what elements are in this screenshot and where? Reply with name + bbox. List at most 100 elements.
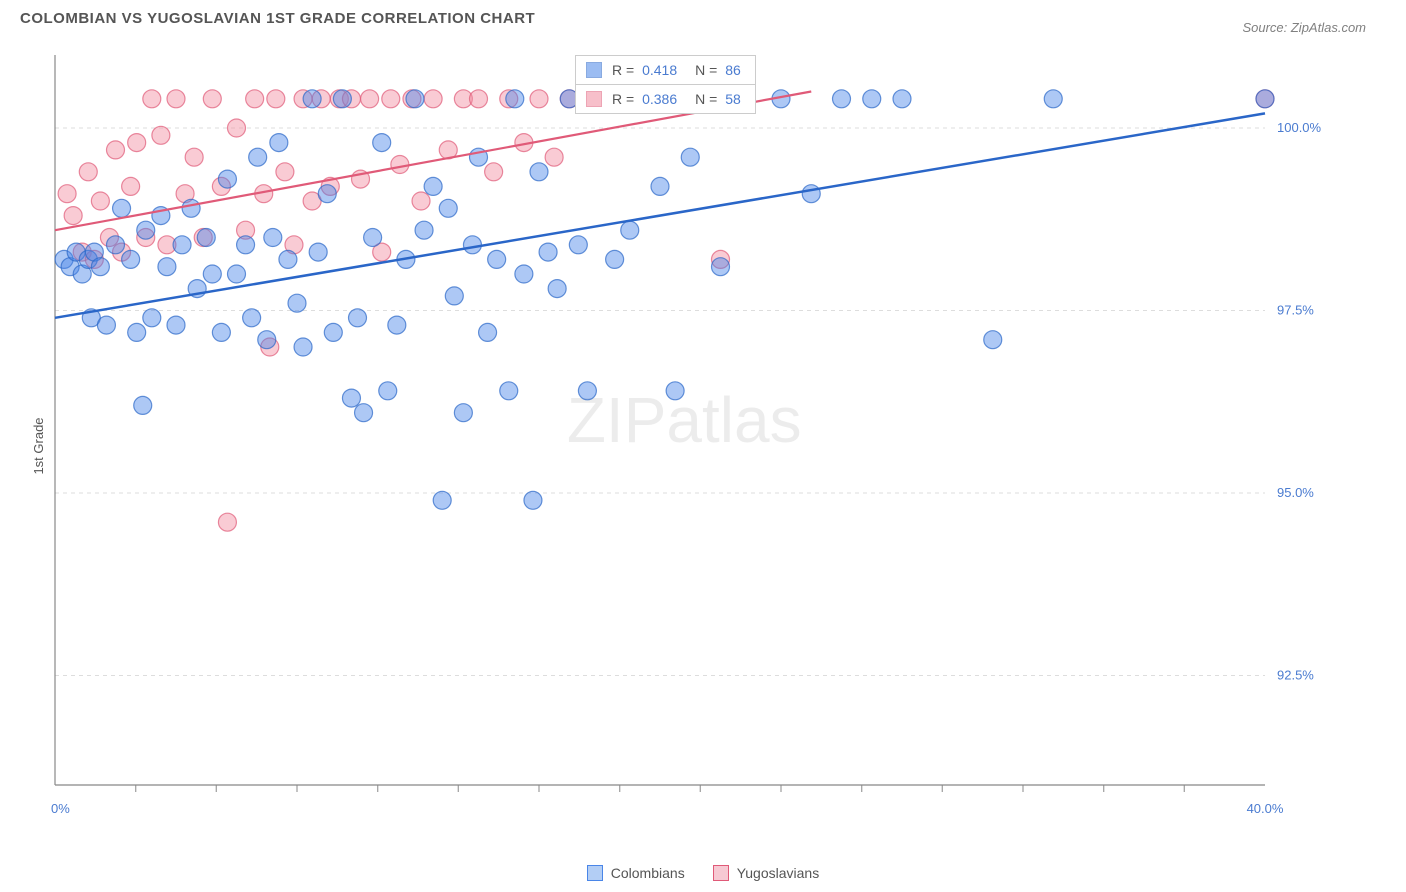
y-tick-label: 100.0% (1277, 120, 1322, 135)
stats-r-label: R = (612, 62, 638, 78)
trend-line (55, 113, 1265, 317)
scatter-point (228, 119, 246, 137)
scatter-point (433, 491, 451, 509)
scatter-point (294, 338, 312, 356)
scatter-point (1044, 90, 1062, 108)
scatter-point (91, 192, 109, 210)
scatter-point (666, 382, 684, 400)
scatter-point (606, 250, 624, 268)
scatter-point (203, 265, 221, 283)
scatter-point (218, 513, 236, 531)
scatter-point (1256, 90, 1274, 108)
scatter-chart: 92.5%95.0%97.5%100.0%0.0%40.0%ZIPatlas (50, 50, 1340, 830)
scatter-point (439, 199, 457, 217)
stats-r-value: 0.418 (642, 62, 677, 78)
scatter-point (530, 163, 548, 181)
scatter-point (288, 294, 306, 312)
scatter-point (197, 229, 215, 247)
scatter-point (488, 250, 506, 268)
correlation-stats-box: R = 0.418N = 86R = 0.386N = 58 (575, 56, 756, 114)
scatter-point (228, 265, 246, 283)
scatter-point (712, 258, 730, 276)
scatter-point (382, 90, 400, 108)
scatter-point (424, 177, 442, 195)
scatter-point (264, 229, 282, 247)
scatter-point (524, 491, 542, 509)
scatter-point (249, 148, 267, 166)
scatter-point (246, 90, 264, 108)
scatter-point (406, 90, 424, 108)
legend-swatch (586, 62, 602, 78)
scatter-point (373, 134, 391, 152)
scatter-point (122, 250, 140, 268)
scatter-point (122, 177, 140, 195)
scatter-point (167, 90, 185, 108)
y-tick-label: 97.5% (1277, 303, 1314, 318)
legend-label: Colombians (611, 865, 685, 881)
scatter-point (258, 331, 276, 349)
stats-r-label: R = (612, 91, 638, 107)
x-tick-label: 0.0% (50, 801, 70, 816)
scatter-point (134, 396, 152, 414)
scatter-point (470, 90, 488, 108)
scatter-point (364, 229, 382, 247)
legend-swatch (713, 865, 729, 881)
scatter-point (107, 236, 125, 254)
y-axis-label: 1st Grade (31, 417, 46, 474)
scatter-point (388, 316, 406, 334)
scatter-point (137, 221, 155, 239)
scatter-point (107, 141, 125, 159)
scatter-point (324, 323, 342, 341)
scatter-point (243, 309, 261, 327)
scatter-point (167, 316, 185, 334)
scatter-point (454, 404, 472, 422)
scatter-point (113, 199, 131, 217)
scatter-point (333, 90, 351, 108)
scatter-point (349, 309, 367, 327)
scatter-point (539, 243, 557, 261)
legend-item: Colombians (587, 865, 685, 881)
scatter-point (318, 185, 336, 203)
x-tick-label: 40.0% (1247, 801, 1284, 816)
chart-title: COLOMBIAN VS YUGOSLAVIAN 1ST GRADE CORRE… (20, 10, 1386, 27)
scatter-point (97, 316, 115, 334)
scatter-point (802, 185, 820, 203)
scatter-point (267, 90, 285, 108)
scatter-point (506, 90, 524, 108)
scatter-point (530, 90, 548, 108)
scatter-point (412, 192, 430, 210)
stats-row: R = 0.418N = 86 (575, 55, 756, 85)
scatter-point (212, 323, 230, 341)
scatter-point (203, 90, 221, 108)
scatter-point (681, 148, 699, 166)
scatter-point (279, 250, 297, 268)
scatter-point (182, 199, 200, 217)
scatter-point (415, 221, 433, 239)
stats-n-value: 86 (725, 62, 741, 78)
scatter-point (893, 90, 911, 108)
scatter-point (143, 309, 161, 327)
scatter-point (984, 331, 1002, 349)
scatter-point (128, 134, 146, 152)
scatter-point (379, 382, 397, 400)
scatter-point (143, 90, 161, 108)
scatter-point (218, 170, 236, 188)
scatter-point (479, 323, 497, 341)
scatter-point (158, 258, 176, 276)
scatter-point (91, 258, 109, 276)
legend-item: Yugoslavians (713, 865, 820, 881)
scatter-point (152, 126, 170, 144)
stats-n-label: N = (695, 91, 721, 107)
scatter-point (445, 287, 463, 305)
scatter-point (424, 90, 442, 108)
scatter-point (548, 280, 566, 298)
legend-swatch (587, 865, 603, 881)
scatter-point (833, 90, 851, 108)
scatter-point (361, 90, 379, 108)
scatter-point (545, 148, 563, 166)
stats-row: R = 0.386N = 58 (575, 84, 756, 114)
scatter-point (463, 236, 481, 254)
scatter-point (309, 243, 327, 261)
scatter-point (64, 207, 82, 225)
scatter-point (355, 404, 373, 422)
